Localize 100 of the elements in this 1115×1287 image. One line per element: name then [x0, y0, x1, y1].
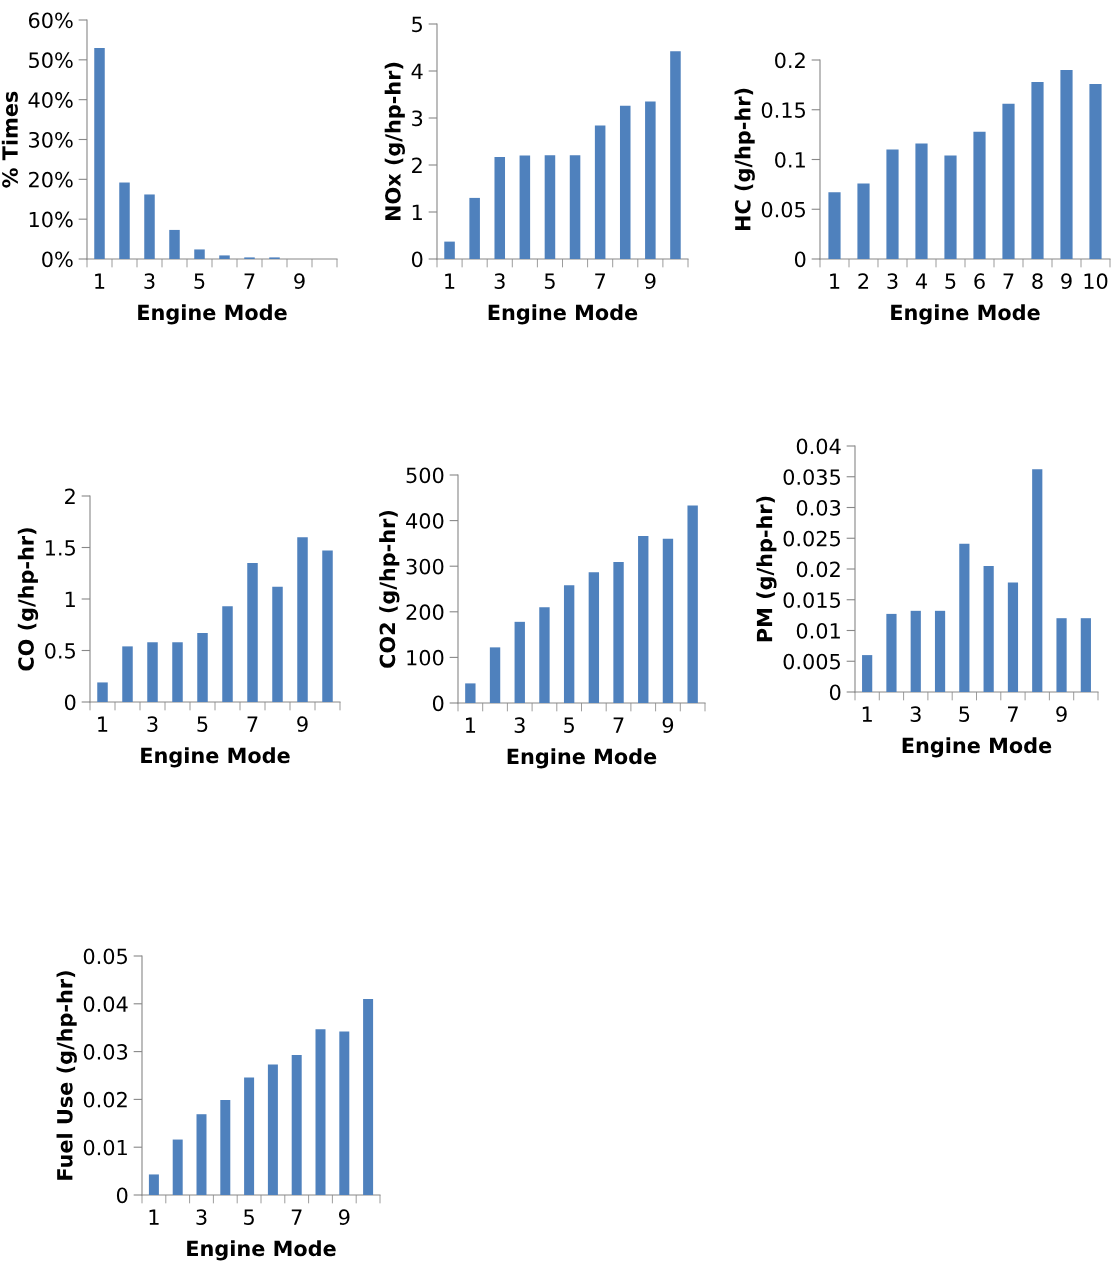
bar — [944, 155, 957, 259]
y-tick-label: 0 — [794, 251, 806, 268]
bar — [267, 1064, 278, 1195]
x-tick-label: 2 — [858, 273, 869, 289]
y-axis-title: CO2 (g/hp-hr) — [379, 510, 400, 668]
bar — [465, 683, 476, 703]
x-axis-title: Engine Mode — [138, 304, 287, 325]
bar — [147, 642, 158, 702]
x-tick-label: 8 — [1032, 273, 1043, 290]
x-tick-label: 5 — [194, 273, 205, 290]
y-tick-label: 0.015 — [783, 592, 840, 608]
x-tick-label: 5 — [564, 717, 574, 734]
bar — [291, 1054, 302, 1195]
bar — [1080, 618, 1091, 692]
bar — [219, 255, 230, 259]
bar — [247, 562, 258, 702]
bar — [172, 642, 183, 702]
bar — [1089, 83, 1102, 259]
y-tick-label: 1.5 — [45, 540, 75, 556]
bar — [469, 197, 480, 259]
x-tick-label: 5 — [244, 1209, 254, 1226]
y-tick-label: 0 — [116, 1187, 128, 1204]
bar — [1032, 469, 1043, 692]
bar — [886, 613, 897, 692]
bar — [862, 655, 873, 692]
y-tick-label: 1 — [412, 204, 422, 220]
x-axis-title: Engine Mode — [141, 747, 290, 768]
y-axis-title: CO (g/hp-hr) — [17, 528, 39, 671]
y-tick-label: 0.05 — [761, 201, 805, 218]
bar — [169, 229, 180, 259]
x-axis-title: Engine Mode — [488, 304, 638, 325]
x-tick-label: 1 — [445, 273, 455, 289]
x-tick-label: 3 — [514, 717, 525, 734]
bar — [934, 610, 946, 692]
y-tick-label: 2 — [412, 157, 422, 173]
x-tick-label: 7 — [1008, 706, 1018, 722]
y-tick-label: 0.1 — [775, 151, 805, 168]
y-tick-label: 0 — [64, 694, 76, 711]
bar — [194, 249, 205, 259]
x-tick-label: 1 — [862, 706, 872, 722]
y-tick-label: 0.03 — [796, 499, 841, 516]
bar — [122, 646, 133, 702]
bar — [144, 194, 155, 259]
x-axis-title: Engine Mode — [891, 304, 1040, 325]
bar — [569, 155, 581, 259]
x-tick-label: 3 — [887, 273, 898, 290]
y-tick-label: 3 — [412, 110, 423, 127]
bar — [687, 505, 698, 703]
bar — [94, 47, 105, 259]
bar — [148, 1174, 159, 1195]
x-tick-label: 9 — [297, 716, 308, 733]
bar — [662, 538, 674, 703]
bar — [828, 192, 841, 259]
x-tick-label: 1 — [466, 717, 476, 733]
x-tick-label: 7 — [595, 273, 605, 289]
x-tick-label: 1 — [149, 1209, 159, 1225]
y-tick-label: 100 — [407, 649, 444, 666]
y-tick-label: 2 — [65, 488, 75, 504]
x-tick-label: 9 — [662, 717, 674, 734]
bar — [638, 536, 649, 703]
bar — [539, 607, 550, 703]
y-tick-label: 0.2 — [775, 52, 805, 69]
x-tick-label: 5 — [544, 273, 555, 290]
x-tick-label: 9 — [294, 273, 305, 290]
bar — [588, 572, 600, 703]
bar — [119, 182, 130, 259]
x-tick-label: 3 — [494, 273, 505, 290]
bar — [983, 565, 994, 692]
bar — [1056, 618, 1067, 692]
y-tick-label: 500 — [406, 467, 444, 484]
bar — [220, 1099, 231, 1195]
y-tick-label: 10% — [29, 211, 73, 228]
y-tick-label: 0.025 — [783, 530, 840, 547]
bar — [322, 550, 333, 702]
bar — [315, 1029, 326, 1195]
x-axis-title: Engine Mode — [507, 748, 657, 769]
y-tick-label: 0.005 — [783, 653, 840, 670]
bar — [363, 999, 374, 1195]
x-tick-label: 7 — [244, 273, 255, 289]
bar — [489, 647, 501, 703]
y-tick-label: 0.02 — [83, 1091, 127, 1108]
bar — [886, 149, 899, 259]
bar — [563, 585, 575, 703]
y-tick-label: 300 — [406, 558, 444, 575]
y-tick-label: 0.03 — [83, 1044, 128, 1060]
y-tick-label: 0.01 — [796, 622, 840, 639]
y-axis-title: NOx (g/hp-hr) — [384, 62, 405, 221]
y-tick-label: 400 — [406, 513, 444, 529]
bar — [444, 241, 455, 259]
bar — [910, 610, 921, 692]
y-tick-label: 5 — [412, 16, 422, 33]
y-tick-label: 0.04 — [83, 996, 128, 1013]
y-axis-title: Fuel Use (g/hp-hr) — [56, 971, 77, 1180]
y-tick-label: 0.5 — [45, 642, 75, 659]
bar — [619, 105, 631, 259]
bar — [973, 131, 986, 259]
y-axis-title: % Times — [1, 91, 18, 188]
y-tick-label: 30% — [29, 131, 73, 148]
y-tick-label: 0.01 — [83, 1139, 127, 1156]
bar — [297, 537, 308, 702]
